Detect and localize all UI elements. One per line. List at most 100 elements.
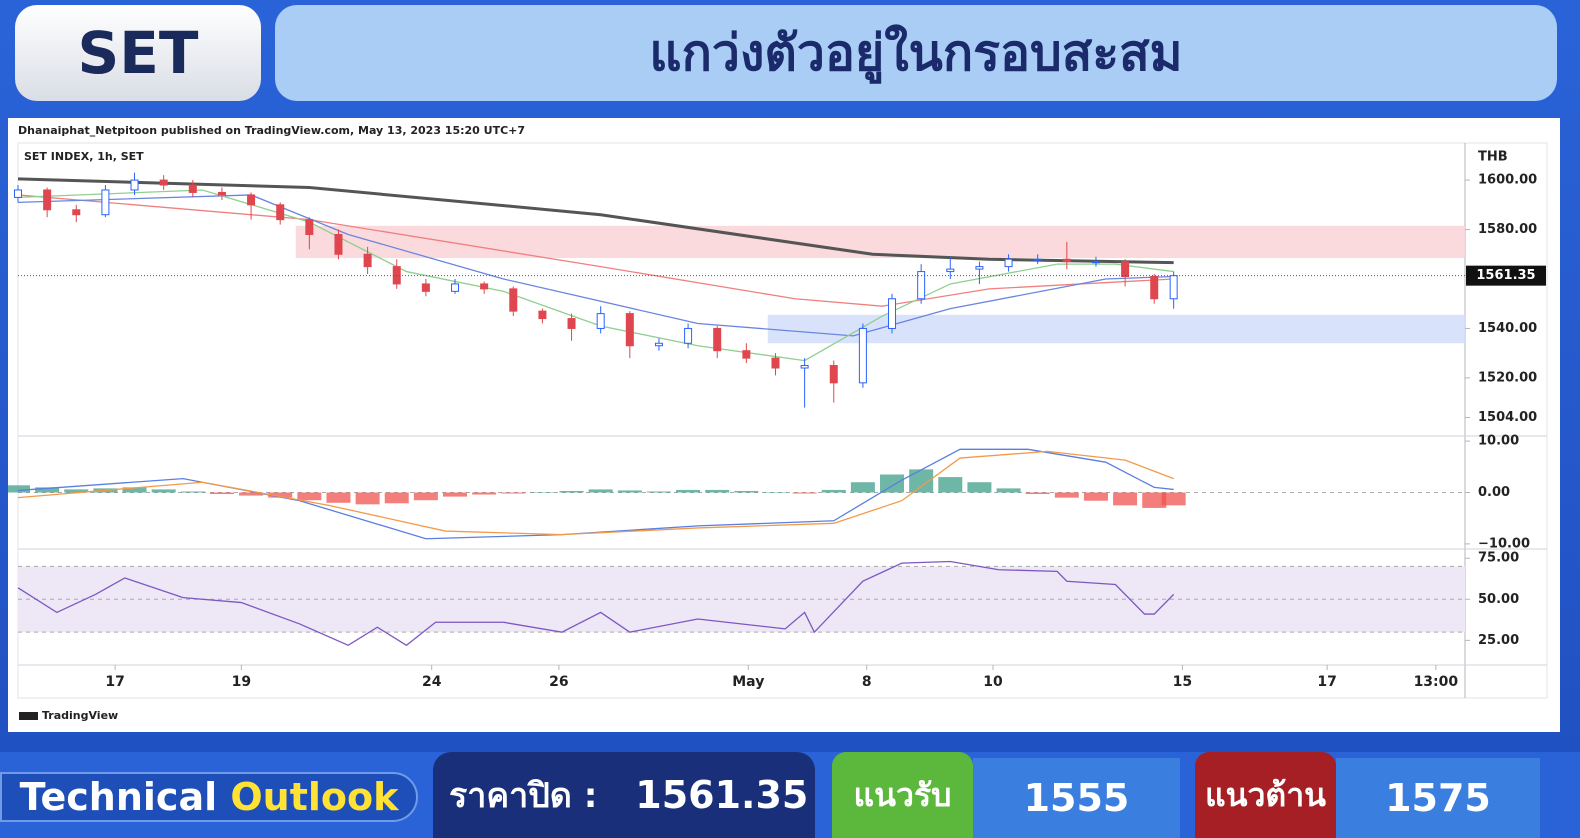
- histogram-bar: [617, 490, 642, 493]
- histogram-bar: [1083, 492, 1108, 501]
- histogram-bar: [1054, 492, 1079, 498]
- indicator-line: [17, 448, 1174, 540]
- candle-body: [1062, 258, 1071, 263]
- histogram-bar: [8, 485, 30, 493]
- outlook-pill: Technical Outlook: [0, 772, 418, 822]
- candle-body: [217, 191, 226, 196]
- histogram-bar: [530, 491, 555, 493]
- frame: [17, 142, 1548, 699]
- currency: THB: [1478, 150, 1508, 165]
- candle-body: [800, 365, 809, 369]
- close-label: ราคาปิด :: [449, 776, 598, 816]
- x-tick-label: May: [732, 674, 764, 690]
- candle-body: [713, 327, 722, 352]
- candle-body: [742, 350, 751, 359]
- technical: Technical: [19, 775, 218, 819]
- headline: แกว่งตัวอยู่ในกรอบสะสม: [275, 5, 1557, 101]
- support-value: 1555: [973, 758, 1180, 838]
- histogram-bar: [880, 474, 905, 493]
- y-tick-label: 1600.00: [1478, 173, 1537, 188]
- histogram-bar: [676, 489, 701, 493]
- histogram-bar: [413, 492, 438, 501]
- outlook: Outlook: [230, 775, 399, 819]
- candle-body: [130, 179, 139, 191]
- candle-body: [538, 310, 547, 320]
- histogram-bar: [501, 492, 526, 494]
- candle-body: [684, 327, 693, 344]
- candle-body: [334, 233, 343, 255]
- x-tick-label: 19: [232, 674, 251, 690]
- x-tick-label: 24: [422, 674, 442, 690]
- histogram-bar: [239, 492, 264, 496]
- histogram-bar: [734, 490, 759, 493]
- x-tick-label: 8: [862, 674, 872, 690]
- candle-body: [567, 318, 576, 329]
- candle-body: [1150, 276, 1159, 300]
- resistance-label: แนวต้าน: [1195, 752, 1336, 838]
- histogram-bar: [1113, 492, 1138, 506]
- candle-body: [305, 219, 314, 235]
- candle-body: [72, 209, 81, 216]
- support-label: แนวรับ: [832, 752, 973, 838]
- last-price-box: [1466, 265, 1546, 286]
- byline: Dhanaiphat_Netpitoon published on Tradin…: [18, 124, 525, 137]
- close-box: ราคาปิด : 1561.35: [433, 752, 815, 838]
- histogram-bar: [559, 490, 584, 493]
- x-tick-label: 15: [1173, 674, 1192, 690]
- badge: SET: [15, 5, 261, 101]
- candle-body: [188, 184, 197, 193]
- x-tick-label: 17: [105, 674, 124, 690]
- candle-body: [363, 253, 372, 268]
- histogram-bar: [209, 492, 234, 495]
- histogram-bar: [967, 482, 992, 493]
- histogram-bar: [1161, 492, 1186, 506]
- candle-body: [946, 268, 955, 273]
- resistance-value: 1575: [1336, 758, 1540, 838]
- symbol: SET INDEX, 1h, SET: [24, 150, 144, 163]
- x-tick-label: 13:00: [1414, 674, 1459, 690]
- brand-logo: [19, 712, 38, 720]
- histogram-bar: [180, 491, 205, 493]
- y-tick-label: 25.00: [1478, 633, 1519, 648]
- histogram-bar: [850, 482, 875, 493]
- histogram-bar: [588, 489, 613, 493]
- y-tick-label: −10.00: [1478, 536, 1530, 551]
- zone: [767, 314, 1465, 344]
- histogram-bar: [122, 487, 147, 493]
- candle-body: [247, 194, 256, 206]
- candle-body: [1004, 258, 1013, 268]
- candle-body: [771, 357, 780, 369]
- candle-body: [509, 288, 518, 312]
- histogram-bar: [151, 489, 176, 493]
- histogram-bar: [646, 491, 671, 493]
- histogram-bar: [1025, 492, 1050, 495]
- candle-body: [101, 189, 110, 216]
- histogram-bar: [35, 487, 60, 493]
- y-tick-label: 10.00: [1478, 434, 1519, 449]
- candle-body: [1033, 258, 1042, 261]
- candle-body: [858, 327, 867, 384]
- y-tick-label: 50.00: [1478, 592, 1519, 607]
- candle-body: [14, 189, 22, 198]
- indicator-line: [17, 177, 1174, 265]
- candle-body: [480, 283, 489, 290]
- chart-card: Dhanaiphat_Netpitoon published on Tradin…: [8, 118, 1560, 732]
- y-tick-label: 1520.00: [1478, 370, 1537, 385]
- y-tick-label: 75.00: [1478, 551, 1519, 566]
- histogram-bar: [443, 492, 468, 497]
- y-tick-label: 1540.00: [1478, 321, 1537, 336]
- candle-body: [43, 189, 52, 211]
- footer: Technical Outlook ราคาปิด : 1561.35 แนวรั…: [0, 752, 1580, 838]
- x-tick-label: 10: [983, 674, 1003, 690]
- x-tick-label: 26: [549, 674, 568, 690]
- histogram-bar: [268, 492, 293, 498]
- histogram-bar: [763, 491, 788, 493]
- candle-body: [276, 204, 285, 221]
- y-tick-label: 1580.00: [1478, 222, 1537, 237]
- histogram-bar: [938, 477, 963, 493]
- candle-body: [159, 179, 168, 186]
- histogram-bar: [64, 489, 89, 493]
- zone: [295, 225, 1465, 258]
- candle-body: [1091, 261, 1100, 264]
